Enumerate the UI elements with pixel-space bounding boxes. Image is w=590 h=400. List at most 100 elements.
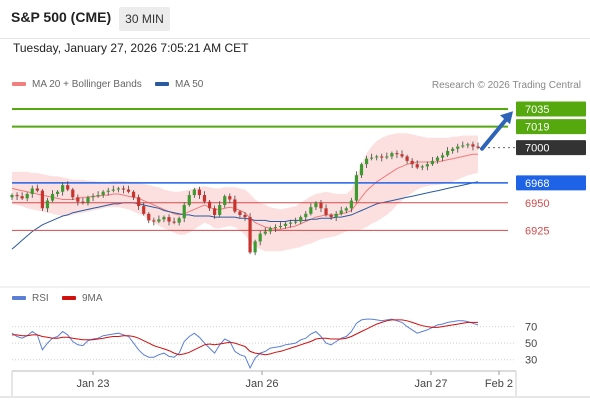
candle-down [147,213,151,221]
candle-up [101,191,105,196]
arrow-head-icon [500,111,513,125]
candle-up [96,195,100,197]
candle-up [116,188,120,190]
candle-up [278,225,283,228]
legend-label-bollinger: MA 20 + Bollinger Bands [32,79,142,90]
candle-up [223,196,227,205]
candle-down [319,202,323,209]
rsi-tick-label: 70 [525,322,537,334]
x-tick-label: Jan 27 [414,378,447,390]
candle-up [440,155,445,158]
candle-down [15,195,19,197]
legend-label-9ma: 9MA [82,293,103,304]
candle-up [344,208,348,211]
candle-down [202,195,207,202]
level-label-6950: 6950 [525,198,549,210]
candle-up [111,189,115,191]
legend-label-rsi: RSI [32,293,49,304]
candle-up [304,213,308,218]
candle-down [20,196,24,199]
candle-up [182,204,186,219]
candle-up [253,241,257,253]
timeframe-button[interactable]: 30 MIN [119,7,170,31]
candle-up [55,191,60,194]
candle-up [157,219,161,222]
candle-up [50,193,55,201]
candle-up [370,157,374,159]
candle-down [405,156,409,161]
projection-arrow-icon [480,115,510,151]
candle-up [314,202,318,208]
candle-down [476,146,480,148]
legend-item-rsi: RSI [12,293,49,304]
candle-down [213,208,217,215]
candle-up [288,222,293,224]
candle-up [25,193,29,199]
candle-down [329,214,333,218]
rsi-swatch-icon [12,296,26,301]
candle-down [243,214,247,218]
candle-down [40,190,44,209]
candle-down [35,188,39,191]
candle-up [461,145,465,147]
candle-up [45,200,50,209]
legend-item-ma50: MA 50 [155,79,203,90]
candle-up [364,158,369,165]
candle-up [30,188,34,194]
candle-up [456,146,460,149]
candle-down [415,164,419,168]
chart-header: S&P 500 (CME) 30 MIN [0,0,590,39]
candle-up [299,217,303,222]
candle-up [349,200,353,209]
level-label-6968: 6968 [525,178,549,190]
candle-up [446,150,450,156]
bollinger-band-area [12,133,478,252]
candle-up [430,160,435,165]
candle-up [435,157,440,161]
instrument-title: S&P 500 (CME) [11,9,112,25]
candle-down [238,211,242,215]
legend-item-9ma: 9MA [62,293,103,304]
candle-down [81,201,85,203]
rsi-tick-label: 50 [525,338,537,350]
candle-up [425,164,429,167]
level-tag-7000 [516,140,586,156]
candle-down [172,221,176,223]
candle-down [233,199,237,212]
candle-down [324,208,328,215]
candle-down [410,160,414,165]
candle-up [375,156,379,158]
candle-down [76,197,80,202]
candle-up [420,166,424,168]
candle-down [142,206,146,214]
credit-label: Research © 2026 Trading Central [431,80,581,91]
candle-down [207,201,212,209]
candle-down [121,188,126,190]
candle-up [91,196,95,198]
candle-down [471,144,475,147]
candle-down [400,154,404,157]
legend-label-ma50: MA 50 [175,79,204,90]
bollinger-swatch-icon [12,82,26,87]
datetime-label: Tuesday, January 27, 2026 7:05:21 AM CET [13,41,249,55]
level-label-7000: 7000 [525,143,549,155]
candle-up [106,190,110,192]
candle-down [228,196,232,200]
candle-down [131,191,136,198]
candle-down [395,153,399,155]
candle-up [263,231,267,234]
candle-down [197,189,202,196]
legend-item-bollinger: MA 20 + Bollinger Bands [12,79,142,90]
candle-up [162,217,166,220]
candle-down [126,189,131,192]
ma9-swatch-icon [62,296,76,301]
candle-down [152,220,156,222]
rsi-9ma-line [12,319,478,356]
level-label-6925: 6925 [525,225,549,237]
candle-up [177,218,181,223]
candle-up [339,210,343,214]
level-tag-7035 [516,101,586,117]
candle-down [137,197,141,207]
candle-up [283,223,288,226]
